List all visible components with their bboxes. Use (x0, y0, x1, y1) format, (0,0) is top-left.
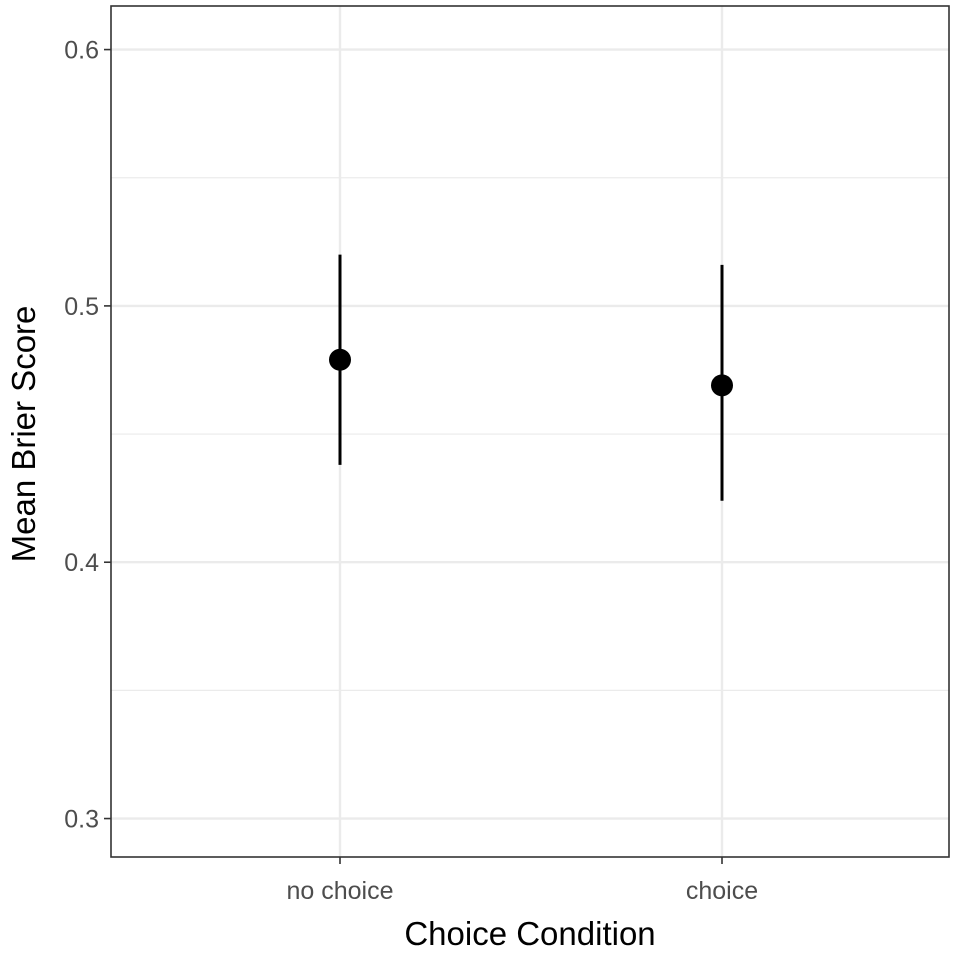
y-tick-label: 0.4 (64, 549, 99, 577)
data-point (329, 348, 351, 371)
marks-layer (329, 254, 733, 501)
plot-panel-border (110, 5, 950, 858)
x-tick-label: no choice (286, 877, 393, 905)
y-tick-label: 0.6 (64, 37, 99, 65)
grid-layer (111, 6, 949, 857)
x-axis-title: Choice Condition (404, 915, 655, 952)
x-tick-label: choice (686, 877, 758, 905)
y-tick-label: 0.3 (64, 806, 99, 834)
axis-layer: 0.3 0.4 0.5 0.6 no choice choice (64, 37, 758, 905)
y-axis-title: Mean Brier Score (5, 306, 42, 563)
data-point (711, 374, 733, 397)
y-tick-label: 0.5 (64, 293, 99, 321)
